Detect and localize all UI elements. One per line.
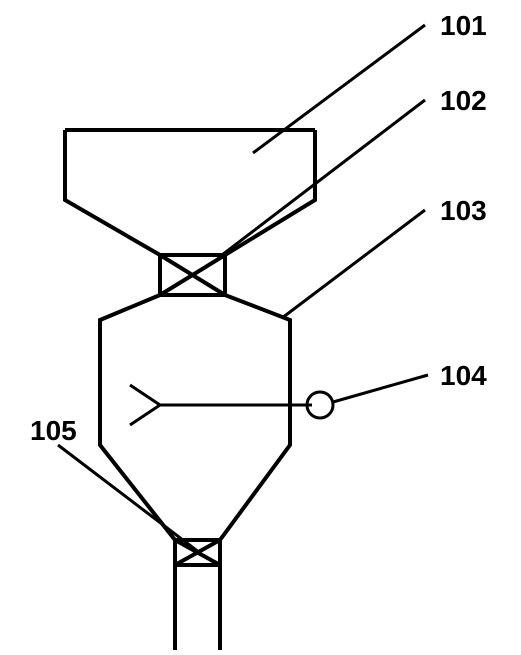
probe-fork-top — [130, 385, 160, 405]
vessel-left — [100, 295, 175, 540]
callout-label-103: 103 — [440, 195, 487, 226]
vessel-right — [220, 295, 290, 540]
hopper-left — [65, 130, 160, 255]
callout-line-101 — [253, 25, 425, 153]
callout-line-103 — [282, 210, 425, 318]
callout-label-104: 104 — [440, 360, 487, 391]
callout-label-105: 105 — [30, 415, 77, 446]
callout-label-102: 102 — [440, 85, 487, 116]
callout-line-105 — [58, 445, 200, 553]
callout-line-104 — [333, 375, 428, 402]
callout-label-101: 101 — [440, 10, 487, 41]
probe-fork-bot — [130, 405, 160, 425]
